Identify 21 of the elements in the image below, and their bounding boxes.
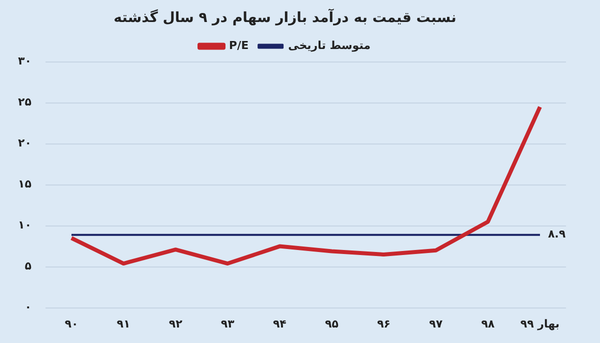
y-tick-label: ۰ — [24, 300, 32, 314]
x-tick-label: ۹۷ — [429, 317, 443, 330]
x-tick-label: بهار ۹۹ — [520, 317, 560, 330]
data-label: ۸.۹ — [548, 228, 566, 241]
y-tick-label: ۳۰ — [18, 54, 32, 68]
x-tick-label: ۹۰ — [64, 317, 78, 330]
y-tick-label: ۲۵ — [18, 96, 32, 109]
x-tick-label: ۹۳ — [220, 317, 235, 330]
y-tick-label: ۲۰ — [18, 136, 32, 150]
y-tick-label: ۱۵ — [18, 178, 32, 191]
x-tick-label: ۹۸ — [481, 317, 495, 330]
legend-label: متوسط تاریخی — [288, 39, 370, 52]
x-tick-label: ۹۱ — [116, 317, 130, 330]
x-tick-label: ۹۵ — [325, 317, 339, 330]
x-tick-label: ۹۴ — [272, 317, 287, 330]
legend-label: P/E — [229, 39, 249, 52]
chart-title: نسبت قیمت به درآمد بازار سهام در ۹ سال گذشته — [114, 8, 456, 26]
y-tick-label: ۱۰ — [18, 218, 32, 232]
x-tick-label: ۹۲ — [168, 317, 183, 330]
y-tick-label: ۵ — [24, 260, 32, 273]
x-tick-label: ۹۶ — [377, 317, 391, 330]
